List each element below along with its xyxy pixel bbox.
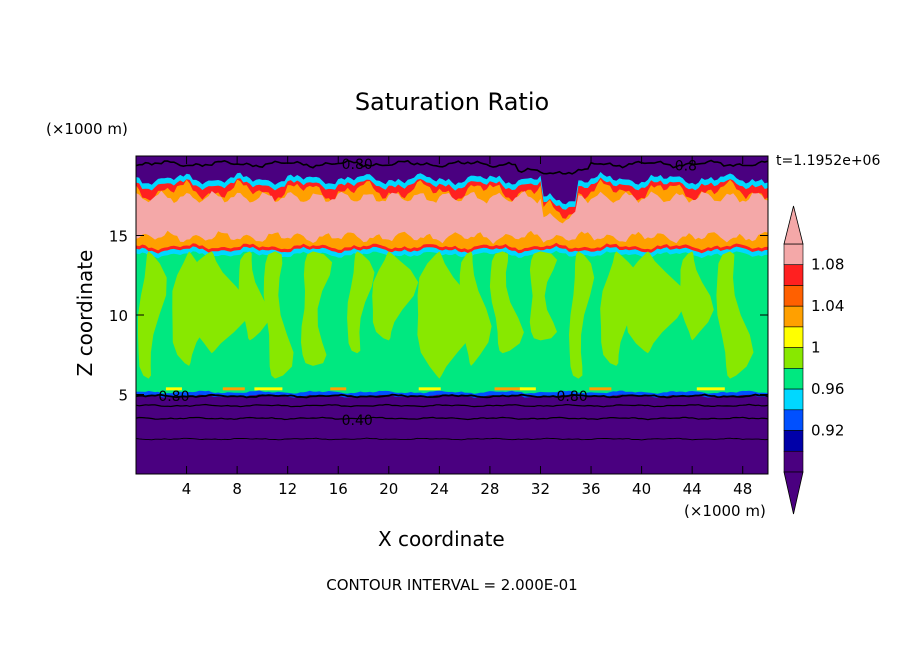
y-tick-label: 5 [118, 387, 128, 405]
x-tick-label: 24 [430, 480, 449, 498]
colorbar-segment [783, 347, 804, 369]
contour-label: 0.80 [556, 389, 587, 405]
colorbar-tick-label: 1.04 [811, 297, 844, 315]
moist-plume [301, 251, 333, 366]
moist-plume [263, 251, 294, 379]
contour-interval-note: CONTOUR INTERVAL = 2.000E-01 [326, 576, 578, 594]
moist-plume [679, 251, 714, 341]
colorbar-segment [783, 305, 804, 328]
chart-title: Saturation Ratio [354, 88, 550, 116]
colorbar-tick-label: 0.96 [811, 380, 844, 398]
moist-plume [138, 251, 167, 379]
time-label: t=1.1952e+06 [776, 153, 881, 169]
contour-label: 0.80 [342, 157, 373, 173]
y-axis-label: Z coordinate [73, 249, 97, 377]
colorbar-top-arrow [783, 205, 804, 245]
x-tick-label: 40 [632, 480, 651, 498]
colorbar-segment [783, 409, 804, 431]
x-tick-label: 12 [278, 480, 297, 498]
colorbar-segment [783, 450, 804, 473]
y-axis-unit: (×1000 m) [46, 120, 128, 138]
colorbar-segment [783, 243, 804, 266]
contour-020 [135, 437, 769, 441]
x-tick-label: 28 [480, 480, 499, 498]
colorbar-segment [783, 264, 804, 286]
x-tick-label: 16 [329, 480, 348, 498]
x-tick-label: 4 [182, 480, 192, 498]
base-streak [222, 387, 245, 391]
colorbar-segment [783, 285, 804, 307]
x-tick-label: 8 [232, 480, 242, 498]
x-tick-label: 36 [581, 480, 600, 498]
x-tick-label: 44 [683, 480, 702, 498]
contour-080-bottom [135, 393, 769, 399]
moist-plume [529, 251, 558, 341]
x-tick-label: 20 [379, 480, 398, 498]
contour-label: 0.80 [158, 389, 189, 405]
colorbar-tick-label: 1.08 [811, 256, 844, 274]
moist-plume [569, 251, 595, 379]
y-tick-label: 10 [109, 307, 128, 325]
moist-plume [625, 251, 688, 354]
moist-plume [238, 251, 269, 341]
colorbar-tick-label: 1 [811, 339, 821, 357]
colorbar-segment [783, 368, 804, 390]
contour-040 [135, 416, 769, 421]
base-streak [589, 387, 612, 391]
moist-plume [489, 251, 524, 354]
colorbar-tick-label: 0.92 [811, 422, 844, 440]
base-streak [418, 387, 441, 391]
y-tick-label: 15 [109, 228, 128, 246]
moist-plume [459, 251, 492, 366]
base-streak [494, 387, 523, 391]
colorbar-segment [783, 326, 804, 348]
x-tick-label: 48 [733, 480, 752, 498]
moist-plume [190, 251, 250, 354]
colorbar-segment [783, 430, 804, 452]
contour-080-top [135, 159, 769, 175]
base-streak [165, 387, 182, 391]
base-streak [519, 387, 536, 391]
x-tick-label: 32 [531, 480, 550, 498]
moist-plume [716, 251, 754, 379]
contour-label: 0.40 [342, 413, 373, 429]
contour-label: 0.8 [675, 159, 697, 175]
x-axis-label: X coordinate [378, 527, 505, 551]
layer-pink [136, 190, 768, 244]
base-streak [696, 387, 725, 391]
moist-plume [347, 251, 375, 354]
contour-060 [135, 403, 769, 408]
x-axis-unit: (×1000 m) [684, 502, 766, 520]
moist-plume [372, 251, 419, 341]
colorbar-segment [783, 388, 804, 411]
moist-plume [417, 251, 479, 379]
colorbar-bottom-arrow [783, 471, 804, 515]
base-streak [330, 387, 347, 391]
field-layers [136, 172, 768, 398]
base-streak [254, 387, 283, 391]
